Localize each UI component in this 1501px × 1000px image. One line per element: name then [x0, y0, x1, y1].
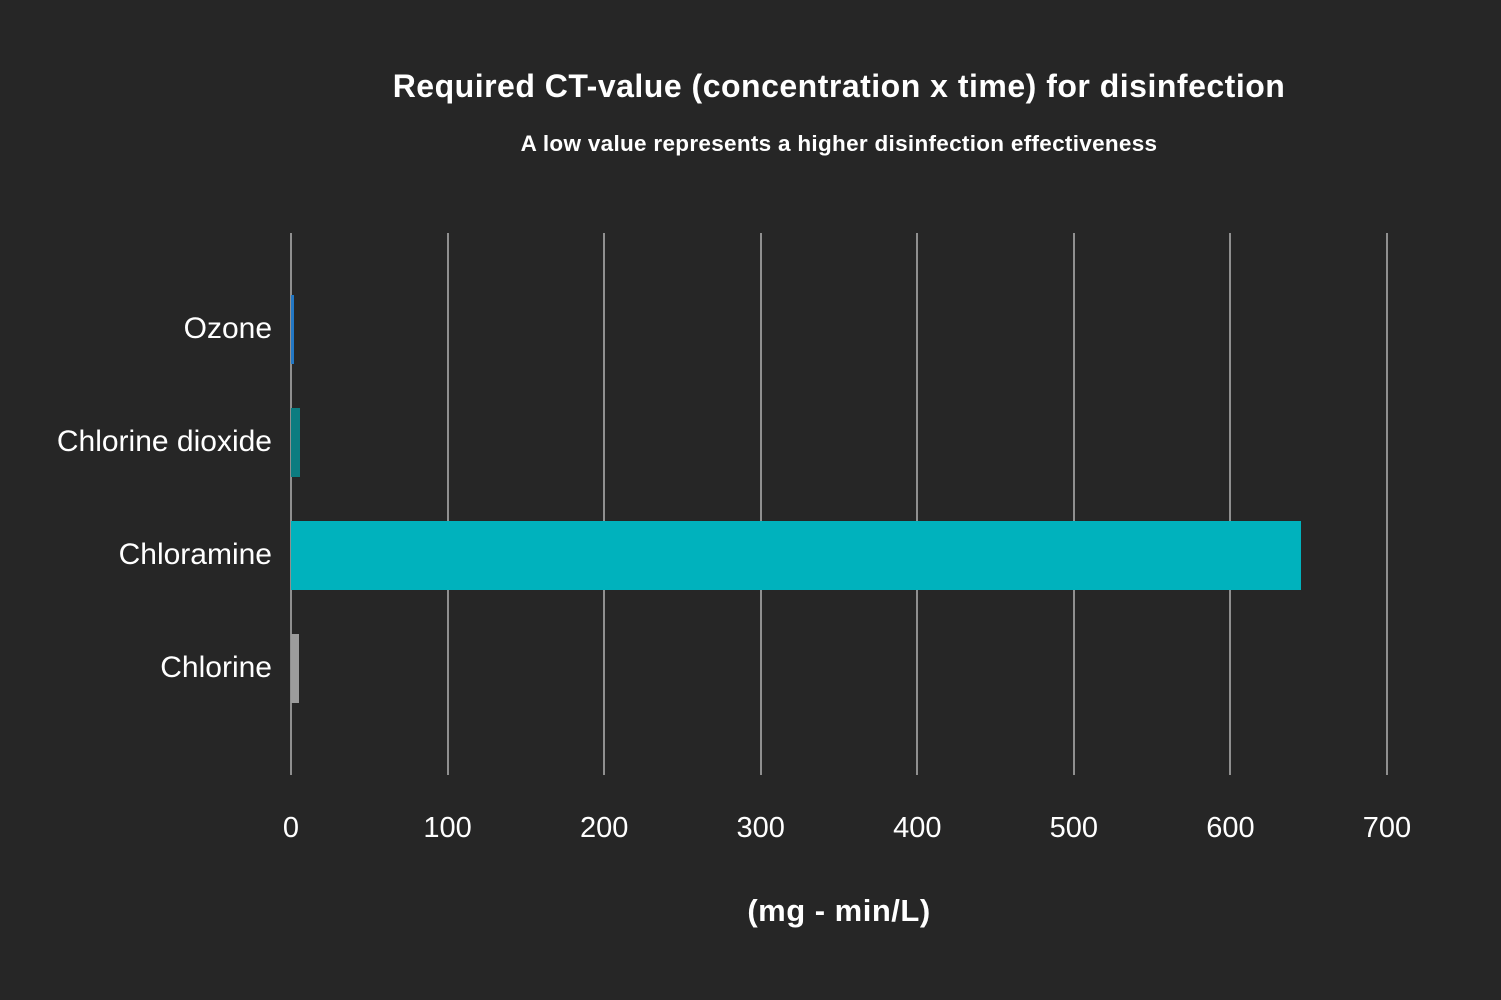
x-tick-label-0: 0	[282, 812, 300, 844]
gridline-x-500	[1072, 233, 1075, 775]
bar-ozone	[291, 294, 295, 364]
category-label-chlorine: Chlorine	[160, 651, 272, 684]
x-tick-label-200: 200	[579, 812, 629, 844]
gridline-x-700	[1386, 233, 1388, 775]
gridline-x-100	[446, 233, 449, 775]
gridline-x-300	[759, 233, 762, 775]
gridline-x-0	[290, 233, 292, 775]
bar-chlorine	[291, 633, 299, 703]
bar-chlorine-dioxide	[291, 407, 301, 477]
gridline-x-200	[603, 233, 606, 775]
x-tick-label-100: 100	[423, 812, 472, 844]
category-label-chlorine-dioxide: Chlorine dioxide	[56, 425, 272, 458]
bar-chloramine	[291, 520, 1301, 590]
gridline-x-600	[1229, 233, 1232, 775]
x-tick-label-400: 400	[893, 812, 942, 844]
x-tick-label-600: 600	[1206, 812, 1255, 844]
x-tick-label-500: 500	[1049, 812, 1099, 844]
category-label-ozone: Ozone	[183, 312, 272, 345]
gridline-x-400	[916, 233, 919, 775]
category-label-chloramine: Chloramine	[118, 538, 272, 571]
chart-title: Required CT-value (concentration x time)…	[392, 68, 1286, 104]
x-tick-label-300: 300	[736, 812, 785, 844]
x-axis-label: (mg - min/L)	[747, 893, 931, 928]
chart-subtitle: A low value represents a higher disinfec…	[520, 131, 1158, 156]
x-tick-label-700: 700	[1362, 812, 1412, 844]
